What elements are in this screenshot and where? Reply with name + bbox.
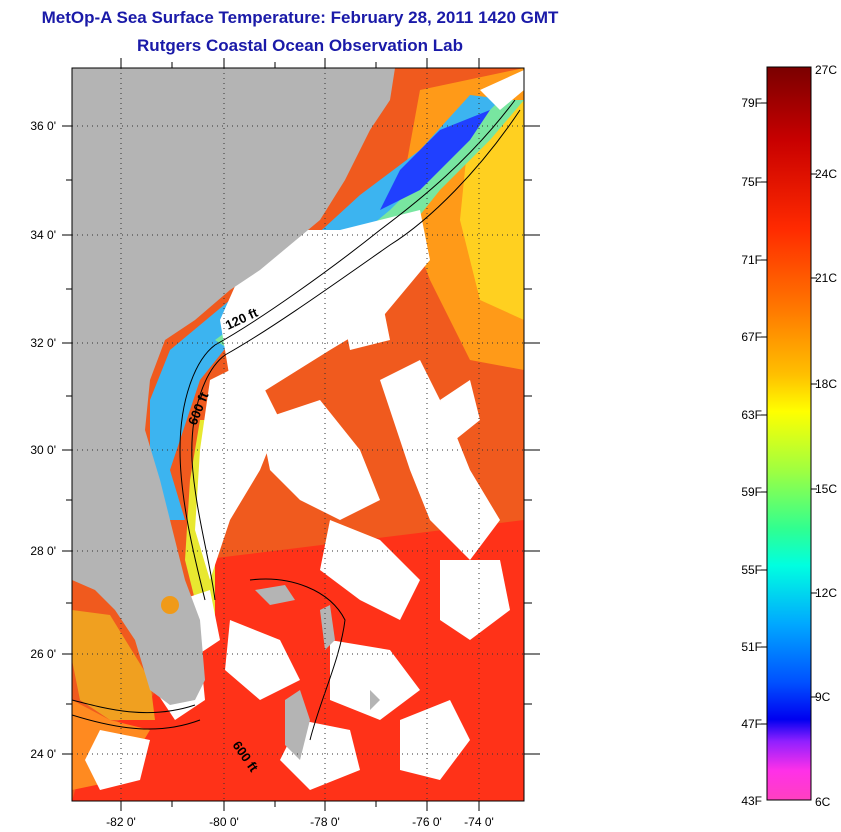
colorbar-c-label: 24C	[815, 167, 837, 181]
lon-label: -76 0'	[412, 815, 442, 829]
temperature-colorbar	[766, 66, 812, 801]
coastal-cold-water	[150, 95, 510, 520]
lat-label: 28 0'	[30, 544, 56, 558]
latitude-labels: 36 0' 34 0' 32 0' 30 0' 28 0' 26 0' 24 0…	[30, 119, 56, 761]
bahamas-islands	[255, 585, 380, 760]
colorbar-f-label: 75F	[741, 175, 762, 189]
map-subtitle: Rutgers Coastal Ocean Observation Lab	[137, 36, 463, 55]
colorbar-c-label: 21C	[815, 271, 837, 285]
lake-okeechobee	[161, 596, 179, 614]
colorbar-c-label: 18C	[815, 377, 837, 391]
map-ticks	[62, 58, 540, 811]
colorbar-c-label: 6C	[815, 795, 831, 809]
longitude-labels: -82 0' -80 0' -78 0' -76 0' -74 0'	[106, 815, 494, 829]
colorbar-f-label: 43F	[741, 794, 762, 808]
lon-label: -74 0'	[464, 815, 494, 829]
colorbar-f-label: 79F	[741, 96, 762, 110]
lat-label: 30 0'	[30, 443, 56, 457]
cape-hatteras-blue	[380, 110, 490, 210]
colorbar-f-label: 47F	[741, 717, 762, 731]
lon-label: -78 0'	[310, 815, 340, 829]
lon-label: -82 0'	[106, 815, 136, 829]
colorbar-ticks	[761, 102, 817, 725]
map-title: MetOp-A Sea Surface Temperature: Februar…	[41, 8, 559, 27]
lat-label: 34 0'	[30, 228, 56, 242]
lon-label: -80 0'	[209, 815, 239, 829]
colorbar-f-label: 71F	[741, 253, 762, 267]
colorbar-c-label: 15C	[815, 482, 837, 496]
colorbar-f-label: 51F	[741, 640, 762, 654]
colorbar-f-label: 63F	[741, 408, 762, 422]
colorbar-c-label: 27C	[815, 63, 837, 77]
gulf-warm-region	[72, 610, 155, 720]
colorbar-f-label: 59F	[741, 485, 762, 499]
lat-label: 24 0'	[30, 747, 56, 761]
colorbar-f-label: 55F	[741, 563, 762, 577]
southeast-us-land	[72, 68, 395, 705]
lat-label: 36 0'	[30, 119, 56, 133]
celsius-labels: 27C 24C 21C 18C 15C 12C 9C 6C	[815, 63, 837, 809]
map-gridlines	[72, 68, 524, 801]
colorbar-c-label: 12C	[815, 586, 837, 600]
map-frame	[71, 67, 525, 802]
colorbar-f-label: 67F	[741, 330, 762, 344]
bathymetry-contours	[72, 99, 521, 741]
colorbar-c-label: 9C	[815, 690, 831, 704]
lat-label: 32 0'	[30, 336, 56, 350]
fahrenheit-labels: 79F 75F 71F 67F 63F 59F 55F 51F 47F 43F	[741, 96, 762, 808]
lat-label: 26 0'	[30, 647, 56, 661]
map-panel: 120 ft 600 ft 600 ft	[72, 68, 524, 801]
ocean-yellow-band	[460, 100, 524, 320]
cloud-cover	[85, 70, 524, 790]
